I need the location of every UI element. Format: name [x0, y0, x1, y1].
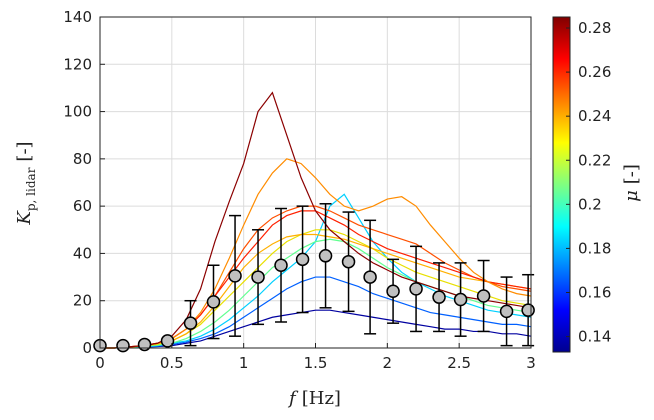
mean-marker	[295, 252, 310, 267]
mean-marker	[341, 254, 356, 269]
mean-marker	[499, 304, 514, 319]
mean-marker	[453, 292, 468, 307]
y-label-unit: [-]	[14, 141, 35, 161]
mean-marker	[116, 338, 130, 353]
grid	[99, 16, 532, 349]
y-tick-label: 60	[73, 197, 92, 215]
x-tick-label: 0.5	[160, 354, 184, 372]
colorbar-label-unit: [-]	[621, 164, 642, 184]
y-tick-label: 100	[63, 103, 92, 121]
mean-marker	[386, 284, 400, 299]
y-label-main: K	[14, 210, 35, 226]
axes: 0 0.5 1 1.5 2 2.5 3 0 20 40 60 80 100 120 140	[63, 8, 535, 372]
colorbar-tick-label: 0.26	[578, 63, 611, 81]
x-tick-label: 1.5	[304, 354, 328, 372]
x-tick-label: 2	[383, 354, 393, 372]
y-tick-label: 120	[63, 55, 92, 73]
mean-marker	[274, 258, 288, 272]
x-tick-label: 3	[526, 354, 536, 372]
x-label-unit: [Hz]	[302, 388, 341, 409]
mean-marker	[183, 316, 198, 330]
colorbar-tick-label: 0.28	[578, 19, 611, 37]
colorbar-tick-label: 0.22	[578, 151, 611, 169]
colorbar-tick-label: 0.24	[578, 107, 611, 125]
mean-marker	[137, 337, 152, 352]
mean-marker	[476, 289, 491, 303]
y-label-sub: p, lidar	[24, 167, 38, 211]
x-label-main: f	[287, 388, 299, 409]
x-tick-label: 1	[239, 354, 249, 372]
y-tick-label: 80	[73, 150, 92, 168]
mean-marker	[251, 270, 265, 284]
y-tick-label: 140	[63, 8, 92, 26]
mean-marker	[521, 303, 535, 317]
colorbar-tick-label: 0.18	[578, 239, 611, 257]
mean-marker	[318, 249, 333, 263]
mean-marker	[432, 290, 446, 304]
mean-marker	[409, 282, 423, 296]
colorbar-tick-label: 0.2	[578, 195, 602, 213]
x-axis-label: f [Hz]	[287, 388, 341, 409]
colorbar-tick-label: 0.16	[578, 283, 611, 301]
mean-marker	[363, 270, 377, 284]
x-tick-label: 2.5	[447, 354, 471, 372]
mean-marker	[228, 269, 242, 283]
mean-marker	[206, 295, 221, 309]
y-tick-label: 40	[73, 244, 92, 262]
colorbar-tick-label: 0.14	[578, 328, 611, 346]
mean-marker	[160, 334, 175, 348]
colorbar-label: μ [-]	[621, 164, 642, 202]
colorbar	[552, 16, 571, 353]
y-axis-label: Kp, lidar [-]	[14, 141, 38, 225]
colorbar-label-main: μ	[621, 190, 642, 202]
y-tick-label: 20	[73, 292, 92, 310]
y-tick-label: 0	[82, 339, 92, 357]
x-tick-label: 0	[95, 354, 105, 372]
